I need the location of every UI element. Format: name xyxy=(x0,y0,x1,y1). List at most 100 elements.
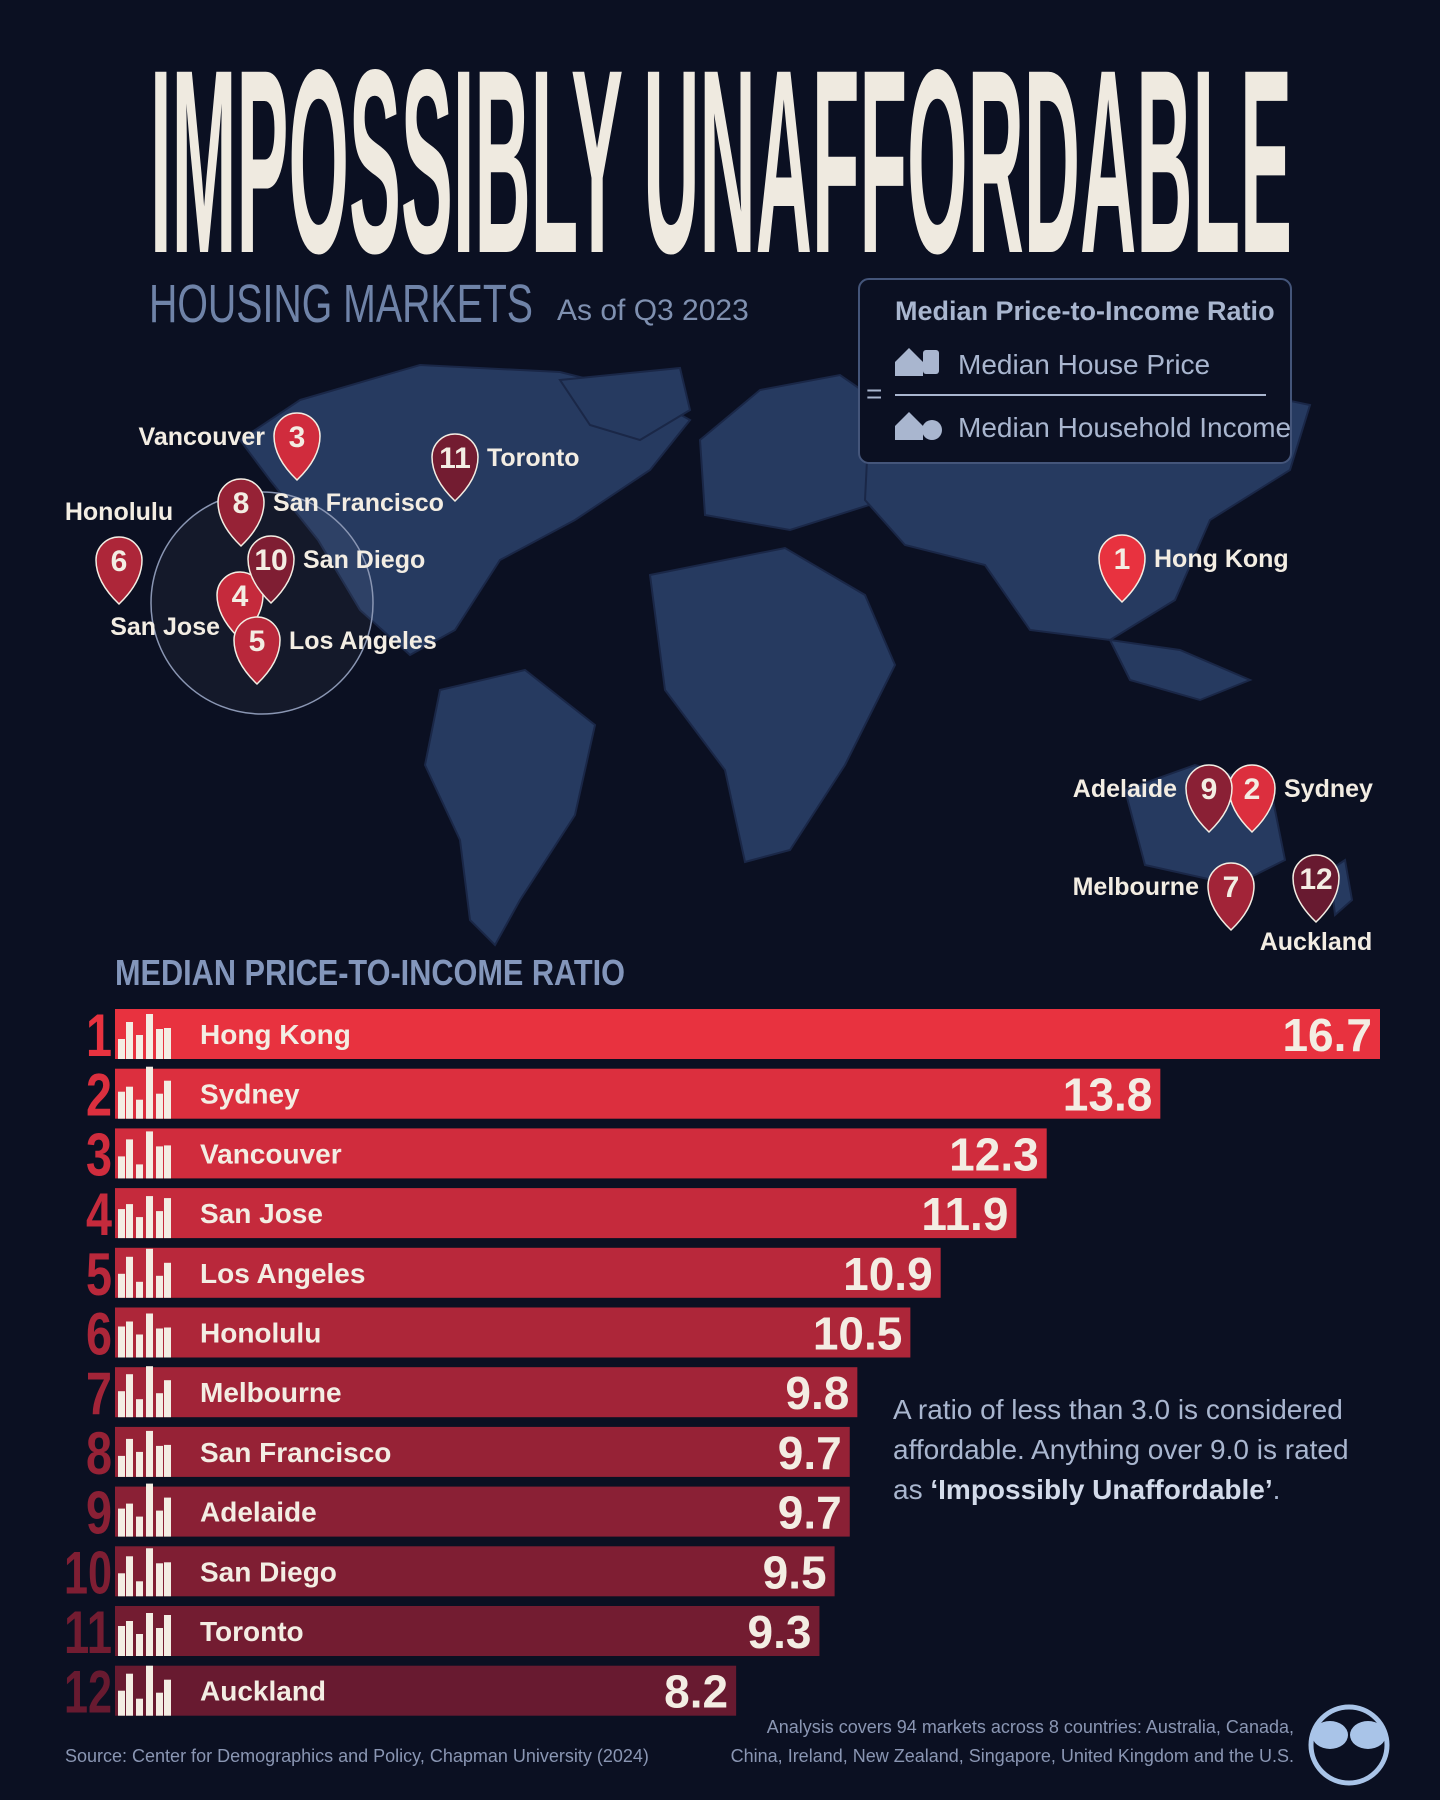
pin-city: Melbourne xyxy=(1073,873,1199,901)
skyline-icon xyxy=(118,1430,171,1477)
category-label: Hong Kong xyxy=(200,1019,351,1050)
skyline-building xyxy=(136,1698,143,1716)
rank: 3 xyxy=(86,1121,112,1188)
skyline-building xyxy=(136,1035,143,1059)
skyline-building xyxy=(136,1516,143,1537)
skyline-icon xyxy=(118,1196,171,1239)
skyline-building xyxy=(136,1099,143,1119)
skyline-building xyxy=(136,1581,143,1597)
note-text: . xyxy=(1272,1474,1281,1505)
value-label: 10.5 xyxy=(813,1308,903,1360)
skyline-icon xyxy=(118,1665,171,1716)
rank: 6 xyxy=(86,1301,112,1368)
skyline-building xyxy=(164,1198,171,1239)
skyline-building xyxy=(146,1066,153,1119)
rank: 2 xyxy=(86,1062,112,1129)
pin-number: 4 xyxy=(232,580,249,613)
skyline-icon xyxy=(118,1014,171,1059)
pin-city: Adelaide xyxy=(1073,775,1177,803)
pin-city: San Jose xyxy=(110,613,220,641)
skyline-building xyxy=(164,1380,171,1418)
chart-title: MEDIAN PRICE-TO-INCOME RATIO xyxy=(115,952,625,993)
skyline-icon xyxy=(118,1366,171,1418)
skyline-building xyxy=(164,1028,171,1059)
pin-number: 3 xyxy=(289,421,306,454)
skyline-building xyxy=(156,1146,163,1179)
skyline-building xyxy=(146,1248,153,1298)
category-label: Vancouver xyxy=(200,1138,342,1169)
map-pins: 1 Hong Kong 2 Sydney 3 Vancouver 4 San Jose 5 Los… xyxy=(65,412,1373,956)
rank: 10 xyxy=(64,1539,112,1606)
skyline-building xyxy=(156,1275,163,1298)
map-pin xyxy=(431,433,479,503)
value-label: 9.3 xyxy=(748,1606,812,1658)
pin-city: Toronto xyxy=(487,444,580,472)
skyline-building xyxy=(126,1086,133,1119)
bar xyxy=(115,1486,850,1537)
bar xyxy=(115,1367,858,1418)
skyline-icon xyxy=(118,1483,171,1537)
skyline-building xyxy=(164,1615,171,1656)
skyline-building xyxy=(164,1327,171,1358)
value-label: 8.2 xyxy=(664,1666,728,1718)
skyline-icon xyxy=(118,1248,171,1298)
analysis-line: China, Ireland, New Zealand, Singapore, … xyxy=(731,1746,1294,1766)
skyline-building xyxy=(118,1690,125,1716)
rank: 5 xyxy=(86,1241,112,1308)
skyline-building xyxy=(164,1080,171,1119)
pin-number: 12 xyxy=(1299,863,1332,896)
map-pin xyxy=(217,478,265,548)
pin-city: Sydney xyxy=(1284,775,1373,803)
map-pin xyxy=(1098,534,1146,604)
category-label: San Jose xyxy=(200,1198,323,1229)
skyline-building xyxy=(136,1399,143,1418)
category-label: San Diego xyxy=(200,1556,337,1587)
skyline-building xyxy=(156,1692,163,1716)
bar xyxy=(115,1665,737,1716)
skyline-building xyxy=(126,1256,133,1298)
category-label: Toronto xyxy=(200,1616,304,1647)
pin-city: Vancouver xyxy=(139,423,266,451)
bar xyxy=(115,1606,820,1656)
category-label: San Francisco xyxy=(200,1437,391,1468)
skyline-building xyxy=(146,1131,153,1179)
bar xyxy=(115,1188,1017,1239)
note-text: A ratio of less than 3.0 is considered a… xyxy=(893,1394,1349,1505)
value-label: 9.8 xyxy=(785,1367,849,1419)
skyline-building xyxy=(156,1393,163,1418)
value-label: 10.9 xyxy=(843,1248,933,1300)
skyline-building xyxy=(126,1621,133,1656)
skyline-building xyxy=(136,1634,143,1656)
skyline-building xyxy=(146,1313,153,1358)
skyline-building xyxy=(164,1497,171,1537)
pin-city: Auckland xyxy=(1260,928,1373,956)
map-pin xyxy=(233,616,281,686)
skyline-icon xyxy=(118,1313,171,1358)
skyline-building xyxy=(146,1548,153,1597)
pin-number: 11 xyxy=(439,442,471,475)
skyline-building xyxy=(164,1145,171,1179)
skyline-building xyxy=(164,1444,171,1477)
skyline-icon xyxy=(118,1548,171,1597)
skyline-building xyxy=(118,1209,125,1239)
value-label: 11.9 xyxy=(921,1188,1008,1240)
pin-city: Hong Kong xyxy=(1154,545,1289,573)
skyline-building xyxy=(118,1573,125,1597)
map-pin xyxy=(1228,764,1276,834)
map-pin xyxy=(273,412,321,482)
skyline-building xyxy=(136,1217,143,1239)
rank: 1 xyxy=(86,1002,112,1069)
skyline-building xyxy=(136,1164,143,1179)
skyline-building xyxy=(118,1156,125,1179)
skyline-building xyxy=(136,1281,143,1298)
skyline-building xyxy=(146,1665,153,1716)
rank: 11 xyxy=(64,1599,112,1666)
bar xyxy=(115,1009,1380,1059)
pin-number: 10 xyxy=(254,544,287,577)
skyline-building xyxy=(156,1563,163,1597)
pin-number: 6 xyxy=(111,545,128,578)
value-label: 12.3 xyxy=(949,1128,1039,1180)
skyline-building xyxy=(126,1438,133,1477)
pin-number: 7 xyxy=(1223,871,1240,904)
category-label: Adelaide xyxy=(200,1497,317,1528)
